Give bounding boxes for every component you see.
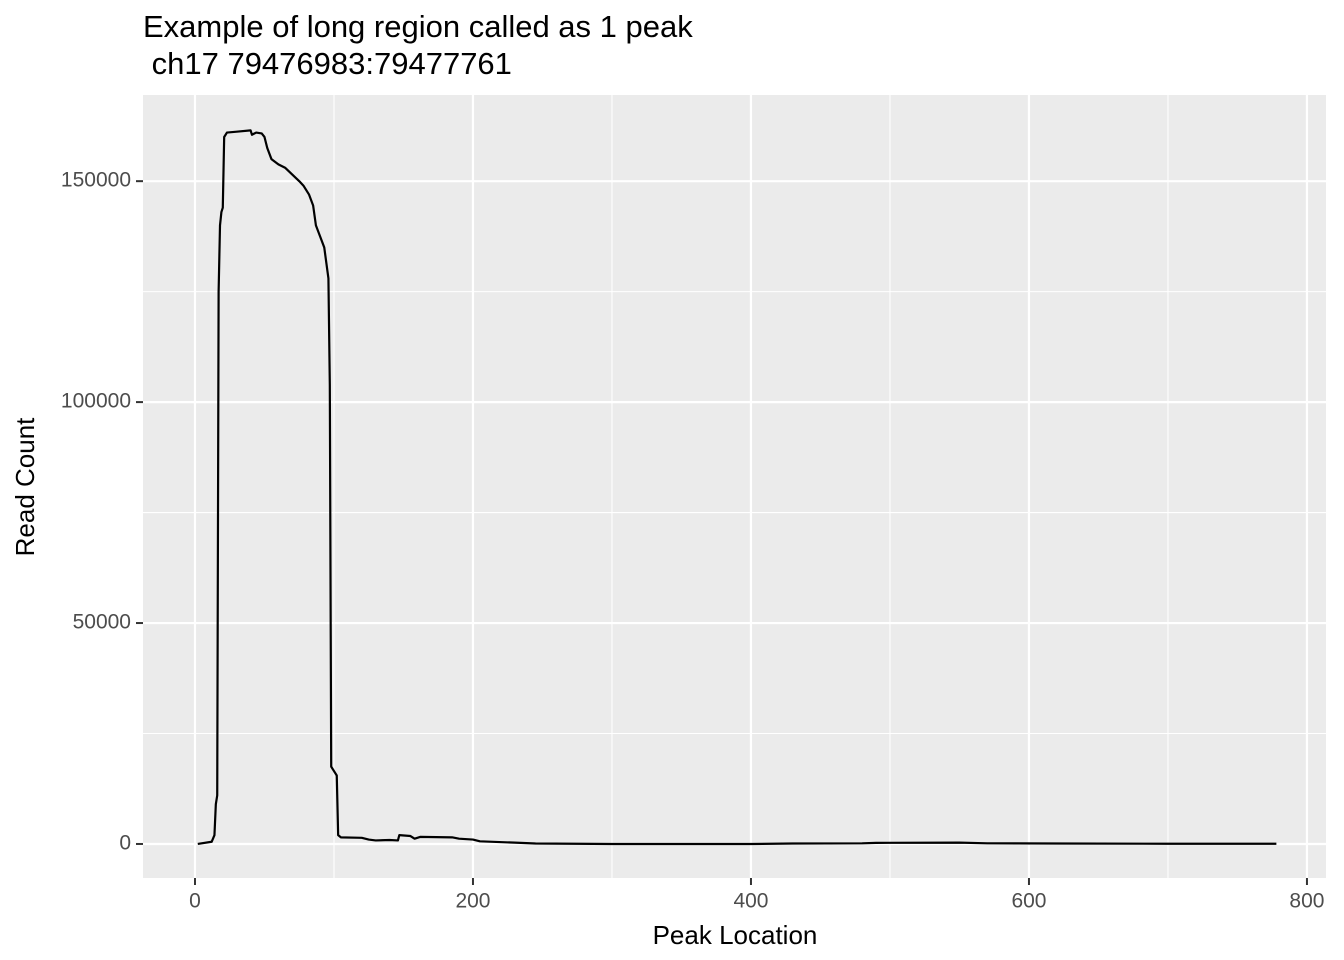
x-axis-title: Peak Location — [653, 920, 818, 950]
x-tick-label: 0 — [189, 890, 201, 913]
y-tick-label: 150000 — [61, 169, 131, 192]
chart-subtitle: ch17 79476983:79477761 — [143, 46, 512, 81]
y-tick-label: 50000 — [73, 611, 131, 634]
x-tick-label: 600 — [1011, 890, 1046, 913]
y-tick-label: 100000 — [61, 390, 131, 413]
data-line — [197, 129, 1277, 846]
plot-panel — [143, 95, 1326, 878]
y-tick-label: 0 — [119, 832, 131, 855]
x-tick-label: 400 — [733, 890, 768, 913]
x-tick-label: 200 — [455, 890, 490, 913]
chart-title: Example of long region called as 1 peak — [143, 9, 693, 44]
y-axis-title: Read Count — [10, 417, 40, 557]
x-tick-label: 800 — [1289, 890, 1324, 913]
